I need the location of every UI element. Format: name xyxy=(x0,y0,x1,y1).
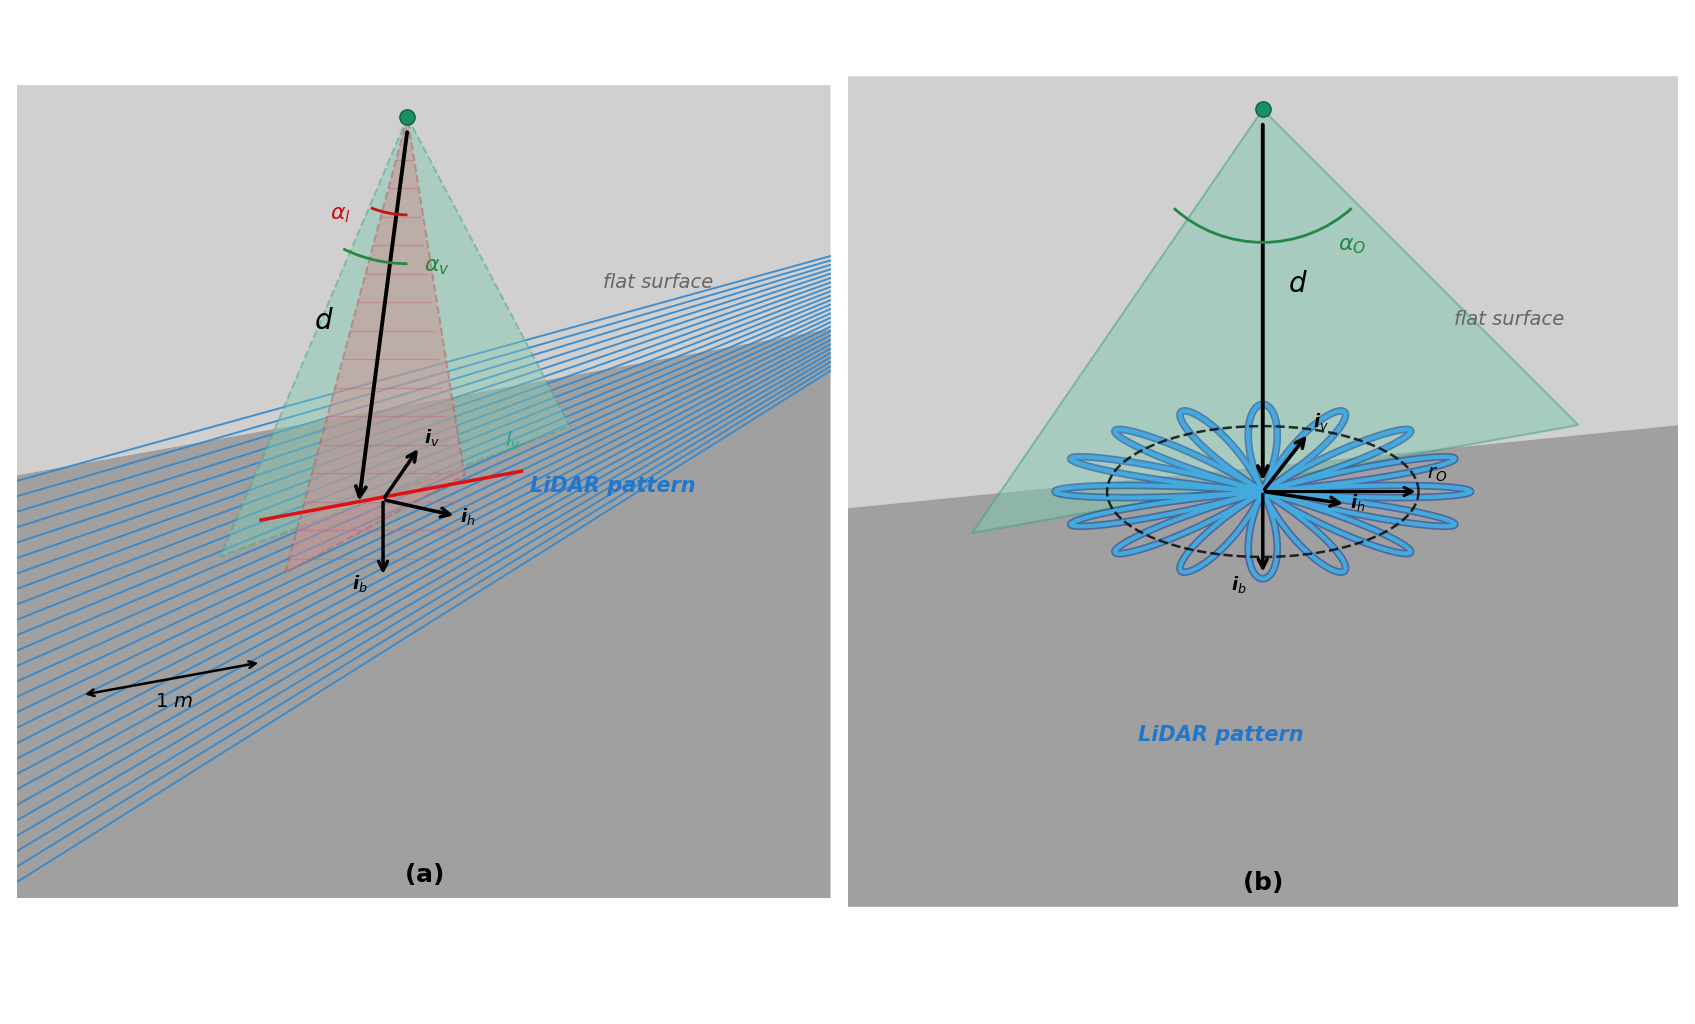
Text: $\mathbf{(a)}$: $\mathbf{(a)}$ xyxy=(403,861,444,887)
Text: $\boldsymbol{i}_b$: $\boldsymbol{i}_b$ xyxy=(1231,573,1248,595)
Text: $\alpha_O$: $\alpha_O$ xyxy=(1337,237,1366,256)
Text: LiDAR pattern: LiDAR pattern xyxy=(1139,725,1303,744)
Text: $d$: $d$ xyxy=(1288,270,1307,298)
Text: $\boldsymbol{i}_h$: $\boldsymbol{i}_h$ xyxy=(461,507,476,527)
Text: $\boldsymbol{i}_b$: $\boldsymbol{i}_b$ xyxy=(353,573,368,594)
Text: $\alpha_v$: $\alpha_v$ xyxy=(424,257,449,278)
Text: flat surface: flat surface xyxy=(603,273,714,292)
Text: $\boldsymbol{i}_v$: $\boldsymbol{i}_v$ xyxy=(1312,411,1329,432)
Polygon shape xyxy=(17,329,831,898)
Polygon shape xyxy=(973,110,1578,534)
Text: $\boldsymbol{i}_h$: $\boldsymbol{i}_h$ xyxy=(1349,493,1366,513)
Text: $\alpha_l$: $\alpha_l$ xyxy=(331,205,351,224)
Text: LiDAR pattern: LiDAR pattern xyxy=(529,475,695,496)
Polygon shape xyxy=(848,76,1678,508)
Text: $1\ m$: $1\ m$ xyxy=(156,692,193,711)
Text: $\boldsymbol{i}_v$: $\boldsymbol{i}_v$ xyxy=(424,427,439,447)
Polygon shape xyxy=(17,85,831,475)
Text: $\mathbf{(b)}$: $\mathbf{(b)}$ xyxy=(1242,869,1283,895)
Text: $l_v$: $l_v$ xyxy=(505,430,520,452)
Polygon shape xyxy=(285,118,464,572)
Text: flat surface: flat surface xyxy=(1454,310,1564,330)
Polygon shape xyxy=(220,118,570,557)
Text: $d$: $d$ xyxy=(314,307,334,335)
Polygon shape xyxy=(848,425,1678,907)
Text: $r_O$: $r_O$ xyxy=(1427,465,1448,484)
